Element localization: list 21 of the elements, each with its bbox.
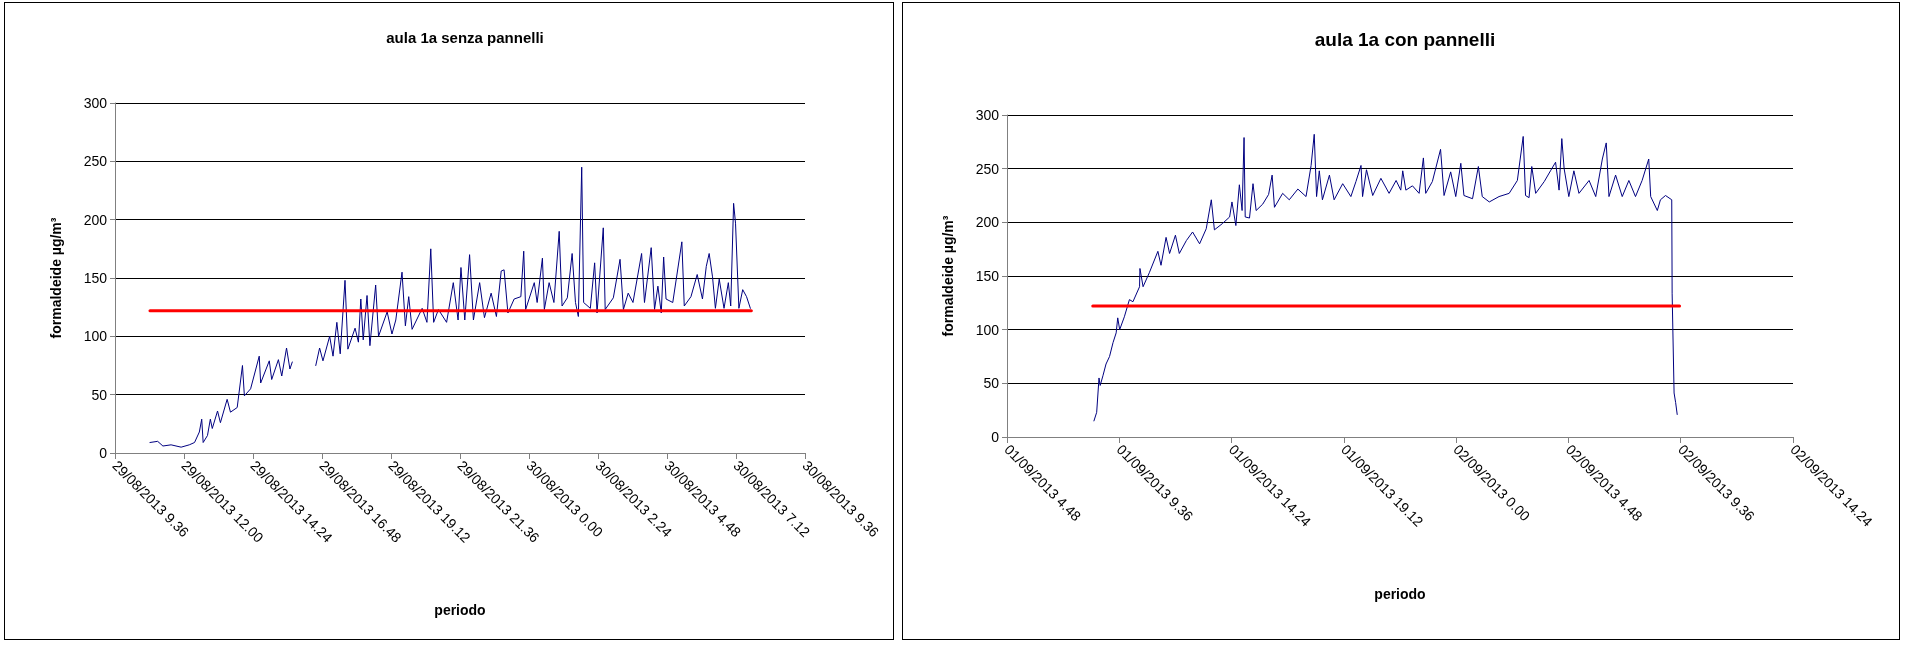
y-tick-label: 100 [975, 321, 1000, 338]
y-tick-label: 0 [99, 445, 108, 461]
y-tick-label: 250 [83, 153, 108, 170]
chart-title: aula 1a senza pannelli [386, 29, 544, 46]
y-tick-label: 150 [83, 270, 108, 286]
x-axis-title: periodo [1374, 586, 1426, 602]
y-tick-label: 250 [975, 160, 1000, 177]
y-tick-label: 150 [975, 268, 1000, 284]
y-tick-label: 50 [91, 386, 108, 403]
y-tick-label: 100 [83, 328, 108, 345]
y-tick-label: 200 [975, 214, 1000, 231]
chart-title: aula 1a con pannelli [1314, 29, 1496, 50]
y-tick-label: 300 [975, 107, 1000, 123]
y-tick-label: 200 [83, 211, 108, 228]
y-axis-title: formaldeide µg/m³ [940, 215, 956, 337]
line-series [1093, 133, 1678, 422]
x-axis-title: periodo [434, 602, 486, 618]
y-tick-label: 0 [991, 429, 1000, 445]
y-tick-label: 50 [983, 375, 1000, 392]
y-axis-title: formaldeide µg/m³ [48, 217, 64, 339]
y-tick-label: 300 [83, 95, 108, 111]
